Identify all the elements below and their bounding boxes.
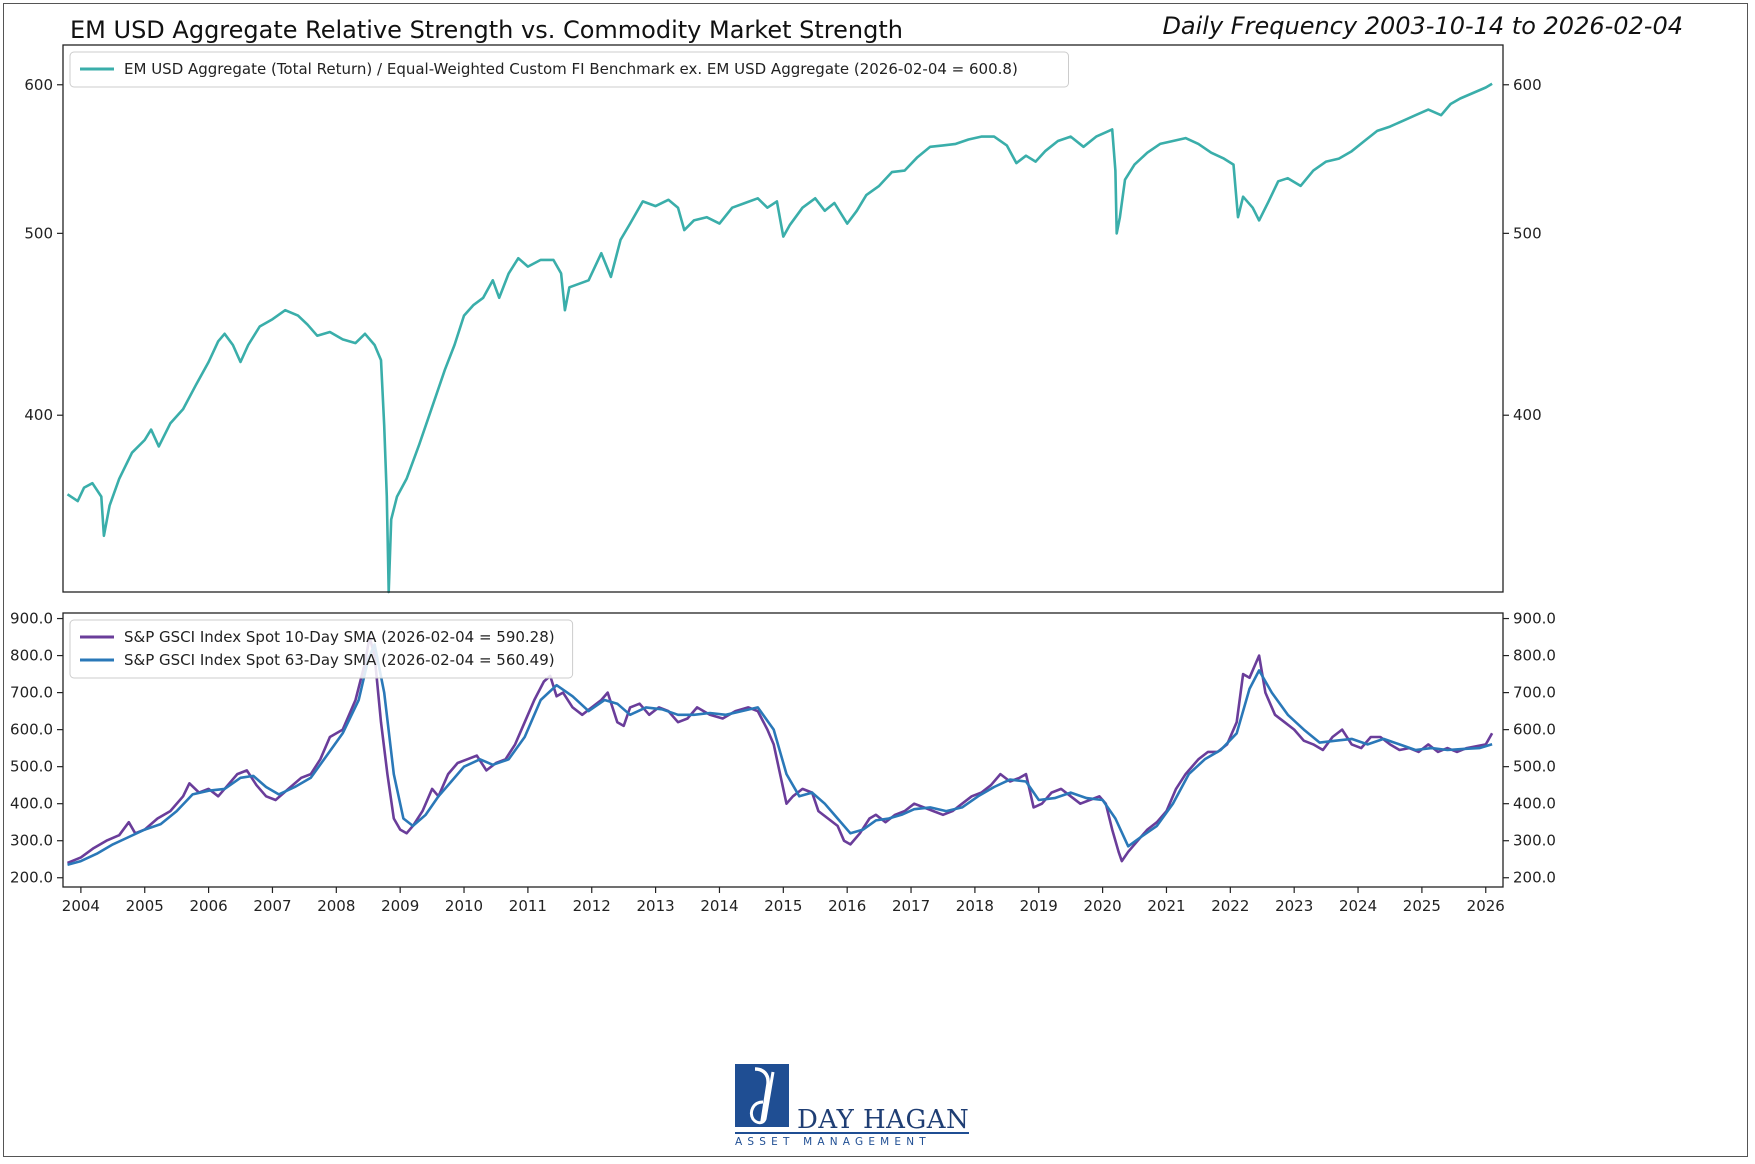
chart-title: EM USD Aggregate Relative Strength vs. C… bbox=[70, 16, 903, 44]
x-tick-label: 2006 bbox=[190, 897, 228, 915]
x-tick-label: 2007 bbox=[253, 897, 291, 915]
legend-box-1 bbox=[69, 51, 1069, 88]
y-tick-label-left: 400 bbox=[24, 406, 53, 424]
legend-label: S&P GSCI Index Spot 63-Day SMA (2026-02-… bbox=[124, 651, 555, 669]
y-tick-label-left: 500.0 bbox=[10, 758, 53, 776]
series-line-1-1 bbox=[66, 82, 1493, 594]
y-tick-label-left: 600.0 bbox=[10, 721, 53, 739]
chart-panel-2: 200.0 200.0 300.0 300.0 400.0 400.0 500.0 500.0… bbox=[10, 610, 1556, 915]
x-tick-label: 2019 bbox=[1020, 897, 1058, 915]
y-tick-label-right: 500.0 bbox=[1513, 758, 1556, 776]
company-logo: DAY HAGAN ASSET MANAGEMENT bbox=[735, 1063, 975, 1149]
x-tick-label: 2015 bbox=[764, 897, 802, 915]
y-tick-label-left: 200.0 bbox=[10, 869, 53, 887]
y-tick-label-right: 400 bbox=[1513, 406, 1542, 424]
legend-label: S&P GSCI Index Spot 10-Day SMA (2026-02-… bbox=[124, 628, 555, 646]
x-tick-label: 2018 bbox=[956, 897, 994, 915]
x-tick-label: 2013 bbox=[637, 897, 675, 915]
chart-subtitle: Daily Frequency 2003-10-14 to 2026-02-04 bbox=[1162, 12, 1683, 40]
x-tick-label: 2017 bbox=[892, 897, 930, 915]
logo-mark-icon bbox=[735, 1064, 789, 1127]
x-tick-label: 2024 bbox=[1339, 897, 1377, 915]
y-tick-label-left: 500 bbox=[24, 224, 53, 242]
legend-box-2 bbox=[69, 619, 574, 679]
y-tick-label-left: 900.0 bbox=[10, 610, 53, 628]
y-tick-label-left: 600 bbox=[24, 76, 53, 94]
x-tick-label: 2014 bbox=[700, 897, 738, 915]
x-tick-label: 2026 bbox=[1467, 897, 1505, 915]
y-tick-label-left: 400.0 bbox=[10, 795, 53, 813]
y-tick-label-left: 300.0 bbox=[10, 832, 53, 850]
x-tick-label: 2005 bbox=[126, 897, 164, 915]
plot-frame-1 bbox=[62, 44, 1504, 593]
y-tick-label-right: 200.0 bbox=[1513, 869, 1556, 887]
chart-panel-1: 400 400 500 500 600 600 EM USD Aggregate (Tota… bbox=[24, 44, 1542, 594]
x-tick-label: 2020 bbox=[1084, 897, 1122, 915]
y-tick-label-right: 300.0 bbox=[1513, 832, 1556, 850]
x-tick-label: 2016 bbox=[828, 897, 866, 915]
x-tick-label: 2021 bbox=[1147, 897, 1185, 915]
y-tick-label-right: 600 bbox=[1513, 76, 1542, 94]
x-tick-label: 2010 bbox=[445, 897, 483, 915]
legend-label: EM USD Aggregate (Total Return) / Equal-… bbox=[124, 60, 1018, 78]
x-tick-label: 2023 bbox=[1275, 897, 1313, 915]
x-tick-label: 2008 bbox=[317, 897, 355, 915]
figure-frame bbox=[3, 3, 1748, 1157]
logo-name: DAY HAGAN bbox=[797, 1105, 970, 1135]
y-tick-label-right: 500 bbox=[1513, 224, 1542, 242]
x-tick-label: 2011 bbox=[509, 897, 547, 915]
y-tick-label-right: 700.0 bbox=[1513, 684, 1556, 702]
y-tick-label-left: 700.0 bbox=[10, 684, 53, 702]
logo-divider bbox=[735, 1132, 969, 1134]
x-tick-label: 2025 bbox=[1403, 897, 1441, 915]
x-tick-label: 2004 bbox=[62, 897, 100, 915]
x-tick-label: 2022 bbox=[1211, 897, 1249, 915]
y-tick-label-right: 600.0 bbox=[1513, 721, 1556, 739]
x-tick-label: 2012 bbox=[573, 897, 611, 915]
series-line-2-2 bbox=[67, 643, 1493, 867]
y-tick-label-right: 900.0 bbox=[1513, 610, 1556, 628]
y-tick-label-right: 800.0 bbox=[1513, 647, 1556, 665]
x-tick-label: 2009 bbox=[381, 897, 419, 915]
y-tick-label-right: 400.0 bbox=[1513, 795, 1556, 813]
logo-subtitle: ASSET MANAGEMENT bbox=[735, 1136, 931, 1148]
y-tick-label-left: 800.0 bbox=[10, 647, 53, 665]
